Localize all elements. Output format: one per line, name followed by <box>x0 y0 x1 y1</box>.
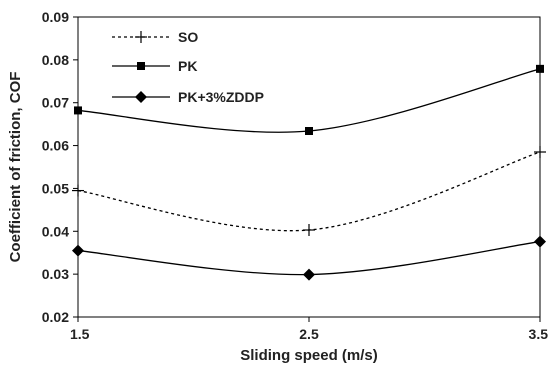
y-tick-label: 0.04 <box>42 223 69 239</box>
data-point-diamond <box>303 269 315 281</box>
x-axis-ticks: 1.5 2.5 3.5 <box>70 317 548 342</box>
legend-marker <box>137 62 145 70</box>
x-tick-label: 3.5 <box>529 326 549 342</box>
series-line <box>78 69 540 132</box>
legend-label: PK+3%ZDDP <box>178 89 264 105</box>
y-tick-label: 0.03 <box>42 266 69 282</box>
data-point-square <box>536 65 544 73</box>
series-2 <box>72 236 546 281</box>
data-point-square <box>74 106 82 114</box>
legend-marker <box>135 91 147 103</box>
y-tick-label: 0.09 <box>42 9 69 25</box>
y-tick-label: 0.02 <box>42 309 69 325</box>
y-tick-label: 0.05 <box>42 180 69 196</box>
x-tick-label: 1.5 <box>70 326 90 342</box>
data-point-plus <box>72 185 84 197</box>
legend-entry: SO <box>112 29 198 45</box>
legend-marker <box>135 31 147 43</box>
data-point-square <box>305 127 313 135</box>
y-tick-label: 0.08 <box>42 52 69 68</box>
x-axis-title: Sliding speed (m/s) <box>240 347 378 364</box>
y-tick-label: 0.06 <box>42 138 69 154</box>
data-point-plus <box>303 224 315 236</box>
legend: SO PK PK+3%ZDDP <box>112 29 264 105</box>
y-tick-label: 0.07 <box>42 95 69 111</box>
legend-label: PK <box>178 58 197 74</box>
data-point-plus <box>534 146 546 158</box>
series-0 <box>72 146 546 236</box>
data-point-diamond <box>534 236 546 248</box>
x-tick-label: 2.5 <box>299 326 319 342</box>
y-axis-ticks: 0.02 0.03 0.04 0.05 0.06 0.07 0.08 0.09 <box>42 9 78 325</box>
series-1 <box>74 65 544 135</box>
data-point-diamond <box>72 245 84 257</box>
series-line <box>78 152 540 231</box>
legend-label: SO <box>178 29 198 45</box>
y-axis-title: Coefficient of friction, COF <box>7 72 24 263</box>
legend-entry: PK <box>112 58 197 74</box>
legend-entry: PK+3%ZDDP <box>112 89 264 105</box>
